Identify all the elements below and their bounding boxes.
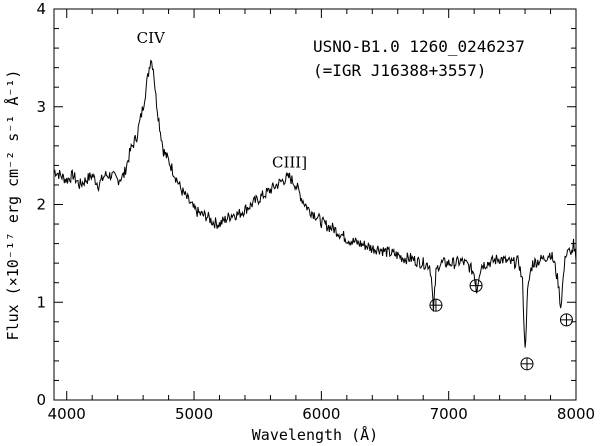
x-tick-label: 6000 [302,405,340,423]
y-tick-label: 3 [36,98,46,116]
spectrum-line [53,59,577,348]
y-tick-label: 2 [36,196,46,214]
telluric-marker [429,298,443,312]
x-tick-label: 5000 [175,405,213,423]
telluric-markers [429,279,573,371]
telluric-marker [559,313,573,327]
tick-labels: 4000 5000 6000 7000 8000 0 1 2 3 4 [36,0,595,423]
x-tick-label: 4000 [48,405,86,423]
x-tick-label: 8000 [557,405,595,423]
y-tick-label: 0 [36,391,46,409]
axis-ticks [54,8,577,401]
annotation-ciii: CIII] [272,153,307,171]
x-tick-label: 7000 [430,405,468,423]
annotation-civ: CIV [137,29,166,47]
x-axis-title: Wavelength (Å) [252,425,378,444]
target-name: USNO-B1.0 1260_0246237 [313,37,525,56]
y-tick-label: 4 [36,0,46,18]
y-axis-title: Flux (×10⁻¹⁷ erg cm⁻² s⁻¹ Å⁻¹) [3,70,22,341]
telluric-marker [469,279,483,293]
target-alias: (=IGR J16388+3557) [313,61,486,80]
y-tick-label: 1 [36,293,46,311]
telluric-marker [520,357,534,371]
